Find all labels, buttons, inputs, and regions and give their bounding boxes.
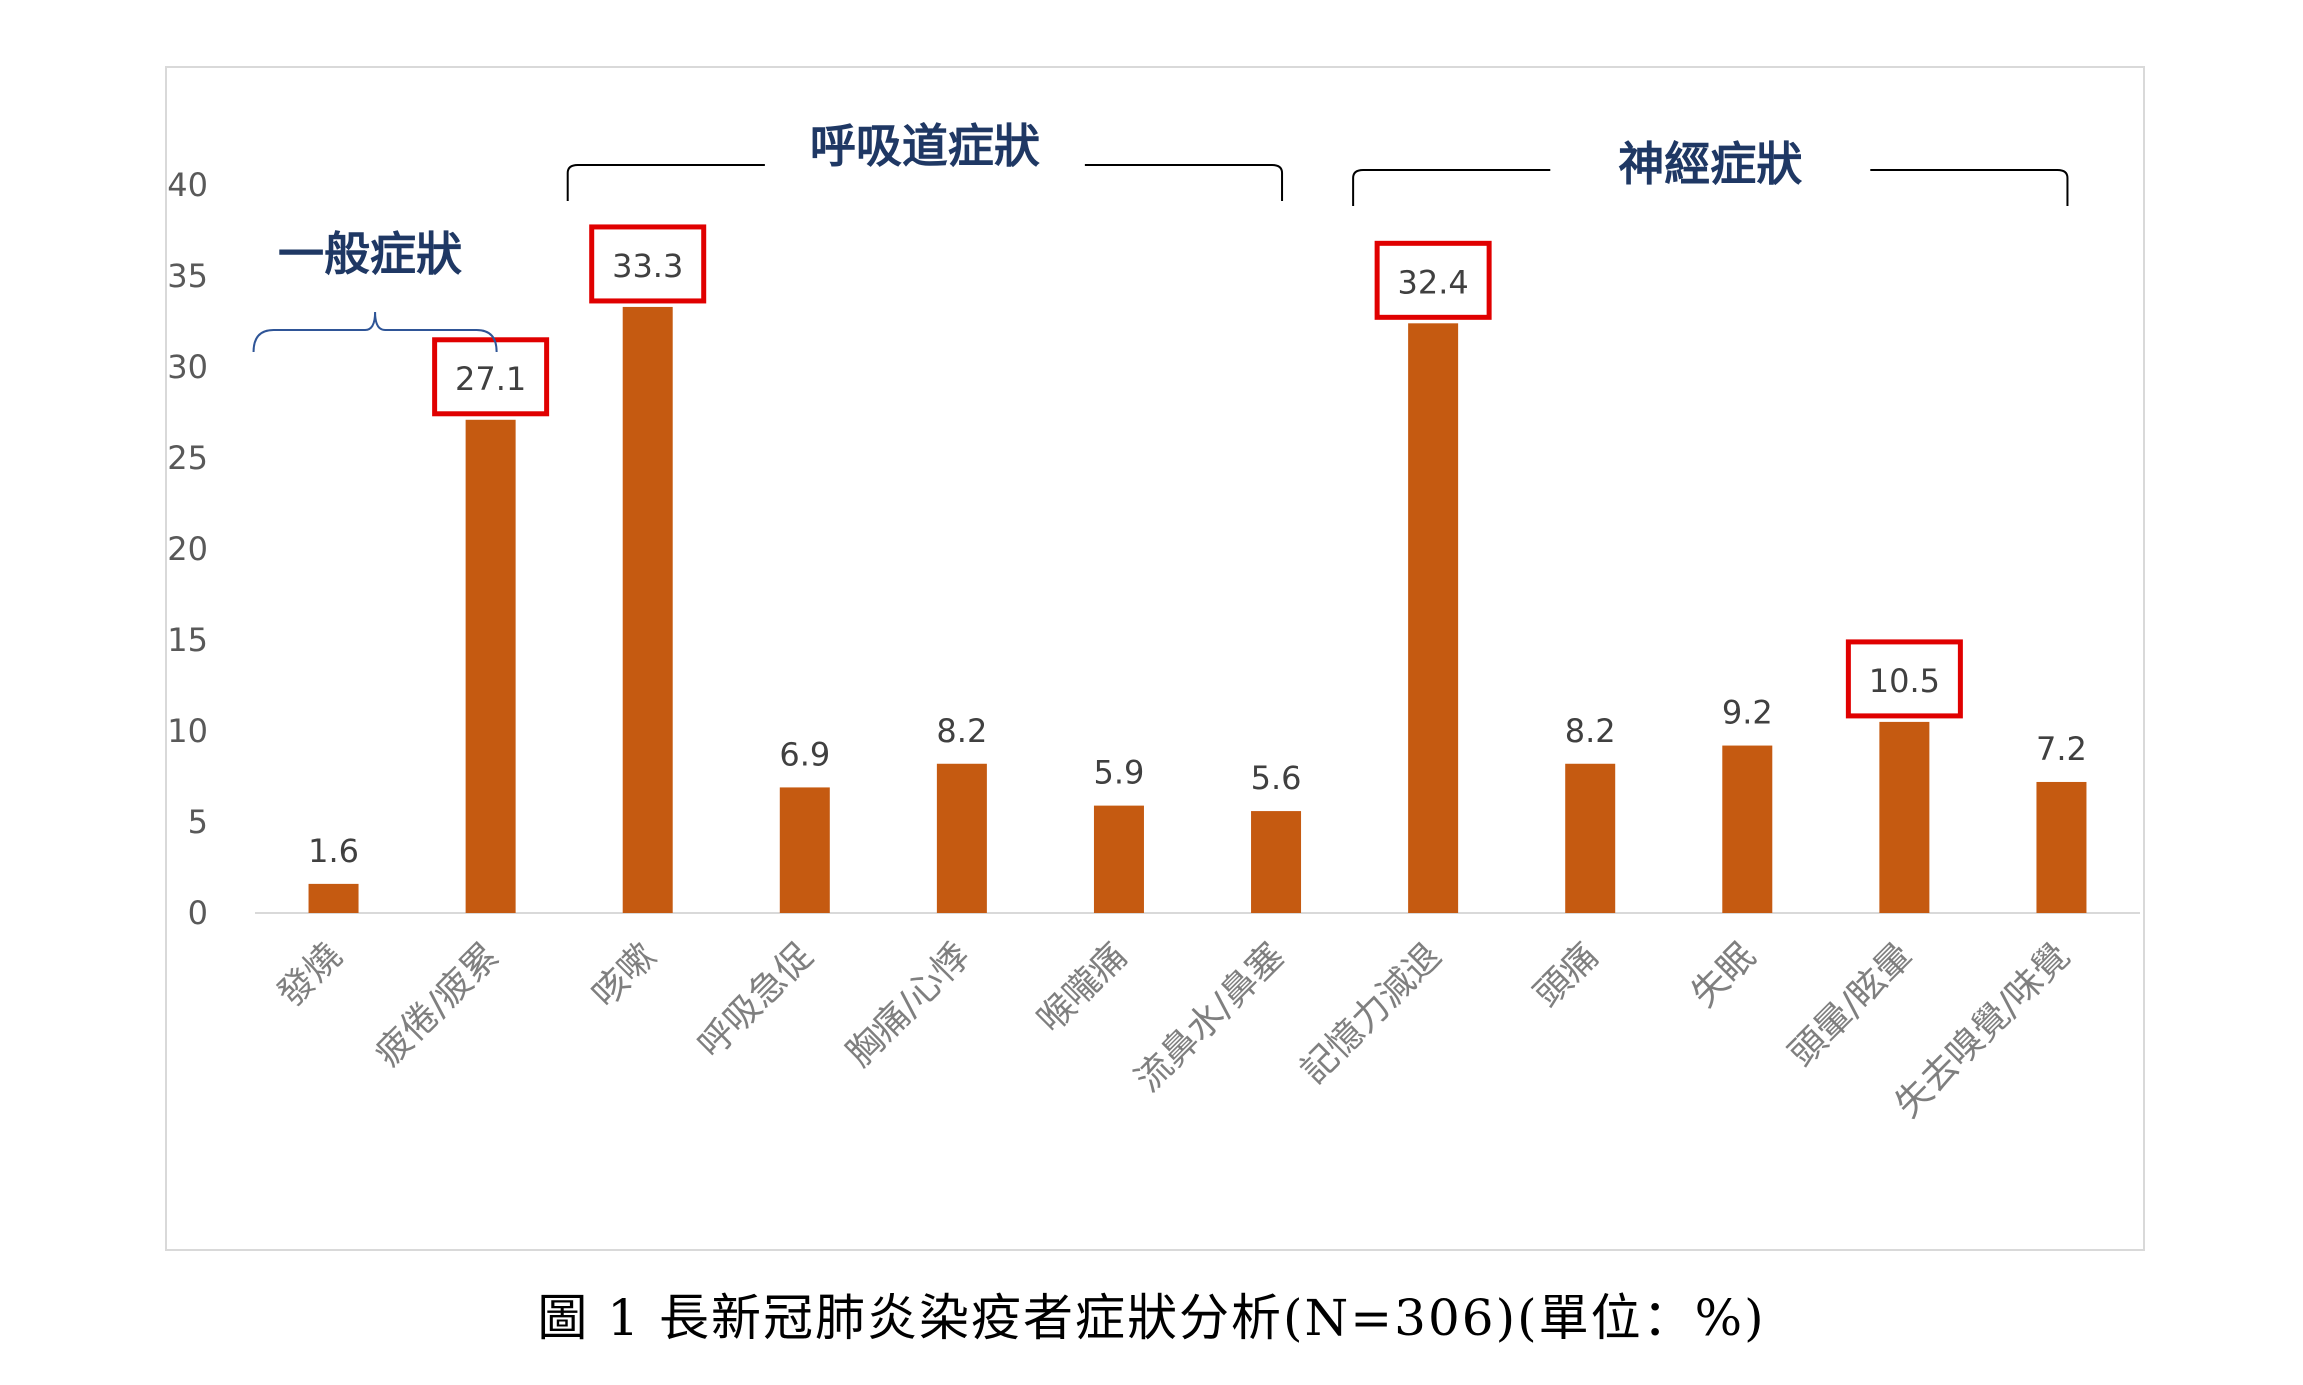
group-bracket: [1352, 169, 1551, 206]
category-label: 喉嚨痛: [1030, 935, 1135, 1040]
bar: [622, 306, 673, 913]
data-label: 5.6: [1251, 759, 1302, 797]
data-label: 9.2: [1722, 694, 1773, 732]
highlight-box: [1845, 639, 1963, 719]
y-tick-label: 40: [167, 166, 208, 204]
chart-frame: [165, 66, 2145, 1251]
category-label: 疲倦/疲累: [368, 935, 507, 1074]
category-label: 胸痛/心悸: [839, 935, 978, 1074]
data-label: 5.9: [1094, 754, 1145, 792]
group-brackets: 一般症狀 呼吸道症狀 神經症狀: [252, 119, 2069, 353]
y-tick-label: 20: [167, 530, 208, 568]
bar: [1565, 763, 1616, 913]
group-label: 神經症狀: [1618, 137, 1802, 191]
bar: [936, 763, 987, 913]
data-label: 8.2: [1565, 712, 1616, 750]
data-label: 8.2: [936, 712, 987, 750]
bar: [308, 883, 359, 913]
y-tick-label: 25: [167, 439, 208, 477]
data-label: 6.9: [779, 735, 830, 773]
y-tick-label: 30: [167, 348, 208, 386]
group-label: 呼吸道症狀: [810, 119, 1040, 173]
data-label: 10.5: [1869, 662, 1940, 700]
y-tick-label: 15: [167, 621, 208, 659]
y-tick-label: 5: [188, 803, 208, 841]
category-label: 發燒: [270, 935, 350, 1015]
highlight-box: [1374, 240, 1492, 320]
bar: [1093, 805, 1144, 913]
category-label: 記憶力減退: [1293, 935, 1449, 1091]
category-label: 咳嗽: [584, 935, 664, 1015]
data-label: 32.4: [1398, 263, 1469, 301]
y-tick-label: 35: [167, 257, 208, 295]
highlight-boxes: [432, 224, 1963, 719]
data-label: 27.1: [455, 360, 526, 398]
group-label: 一般症狀: [278, 227, 462, 281]
data-label: 33.3: [612, 247, 683, 285]
data-label: 7.2: [2036, 730, 2087, 768]
data-labels: 1.6 27.1 33.3 6.9 8.2 5.9 5.6 32.4 8.2 9.2 10.5 7.2: [308, 247, 2087, 870]
bar: [1722, 745, 1773, 913]
figure-caption: 圖 1 長新冠肺炎染疫者症狀分析(N=306)(單位：%): [537, 1289, 1766, 1347]
y-axis: 0 5 10 15 20 25 30 35 40: [167, 166, 208, 932]
category-label: 頭暈/眩暈: [1781, 935, 1920, 1074]
bar-series: [308, 306, 2087, 913]
bar: [779, 787, 830, 913]
bar: [465, 419, 516, 913]
category-label: 流鼻水/鼻塞: [1128, 935, 1293, 1100]
bar: [2036, 781, 2087, 913]
category-label: 頭痛: [1527, 935, 1607, 1015]
group-bracket: [1870, 169, 2069, 206]
highlight-box: [432, 337, 550, 417]
category-label: 呼吸急促: [690, 935, 821, 1066]
bar: [1879, 721, 1930, 913]
y-tick-label: 10: [167, 712, 208, 750]
y-tick-label: 0: [188, 894, 208, 932]
bar: [1408, 323, 1459, 913]
bar: [1251, 811, 1302, 913]
category-label: 失眠: [1684, 935, 1764, 1015]
group-bracket: [1084, 164, 1284, 201]
group-bracket: [566, 164, 765, 201]
data-label: 1.6: [308, 832, 359, 870]
highlight-box: [589, 224, 707, 304]
group-bracket: [252, 311, 498, 353]
